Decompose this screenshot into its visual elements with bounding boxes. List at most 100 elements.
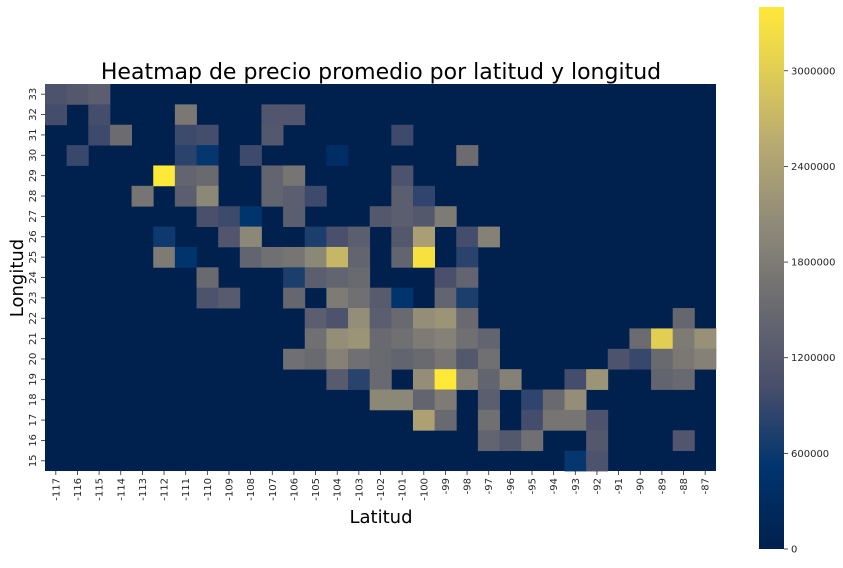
x-tick-label: -108 bbox=[246, 478, 257, 501]
y-tick-label: 27 bbox=[28, 210, 39, 223]
heatmap-cell bbox=[239, 145, 262, 166]
heatmap-cell bbox=[542, 409, 565, 431]
heatmap-cell bbox=[391, 165, 414, 187]
heatmap-cell bbox=[326, 308, 349, 329]
heatmap-cell bbox=[477, 389, 500, 411]
y-tick-label: 16 bbox=[28, 434, 39, 447]
heatmap-cell bbox=[434, 287, 457, 309]
heatmap-cell bbox=[348, 369, 371, 390]
y-tick-label: 26 bbox=[28, 230, 39, 243]
heatmap-cell bbox=[586, 409, 609, 431]
heatmap-cell bbox=[304, 348, 327, 370]
heatmap-cell bbox=[586, 450, 609, 472]
heatmap-cell bbox=[153, 165, 176, 187]
heatmap-cell bbox=[477, 409, 500, 431]
heatmap-cell bbox=[348, 246, 371, 268]
heatmap-cell bbox=[629, 328, 652, 350]
heatmap-background bbox=[45, 84, 716, 471]
heatmap-cell bbox=[348, 226, 371, 248]
heatmap-cell bbox=[261, 124, 284, 146]
heatmap-cell bbox=[542, 389, 565, 411]
heatmap-cell bbox=[412, 389, 436, 411]
y-tick-label: 22 bbox=[28, 312, 39, 325]
heatmap-cell bbox=[66, 145, 89, 166]
heatmap-cell bbox=[369, 348, 392, 370]
heatmap-cell bbox=[456, 246, 479, 268]
y-tick-label: 17 bbox=[28, 414, 39, 427]
heatmap-cell bbox=[239, 246, 262, 268]
x-tick-label: -105 bbox=[311, 478, 322, 501]
x-tick-label: -91 bbox=[614, 478, 625, 494]
heatmap-cell bbox=[45, 104, 68, 126]
heatmap-cell bbox=[477, 226, 500, 248]
y-axis-title: Longitud bbox=[7, 239, 28, 317]
heatmap-cell bbox=[174, 145, 197, 166]
heatmap-cell bbox=[672, 430, 695, 452]
heatmap-cell bbox=[434, 369, 457, 390]
heatmap-cell bbox=[434, 308, 457, 329]
heatmap-cell bbox=[629, 348, 652, 370]
heatmap-cell bbox=[391, 328, 414, 350]
heatmap-cell bbox=[131, 185, 154, 207]
heatmap-cell bbox=[412, 246, 436, 268]
heatmap-cell bbox=[174, 124, 197, 146]
heatmap-cell bbox=[434, 348, 457, 370]
colorbar-tick-label: 3000000 bbox=[791, 66, 836, 77]
y-tick-label: 23 bbox=[28, 292, 39, 305]
x-tick-label: -115 bbox=[95, 478, 106, 501]
heatmap-cell bbox=[283, 206, 306, 227]
heatmap-cell bbox=[564, 369, 587, 390]
heatmap-cell bbox=[326, 287, 349, 309]
heatmap-cell bbox=[88, 84, 111, 105]
y-tick-label: 30 bbox=[28, 149, 39, 162]
heatmap-cell bbox=[456, 226, 479, 248]
heatmap-cell bbox=[196, 165, 219, 187]
x-tick-label: -104 bbox=[333, 478, 344, 501]
heatmap-cell bbox=[304, 226, 327, 248]
y-tick-label: 15 bbox=[28, 454, 39, 467]
heatmap-cell bbox=[434, 328, 457, 350]
colorbar-tick-label: 0 bbox=[791, 545, 797, 556]
x-tick-label: -98 bbox=[463, 478, 474, 494]
colorbar-ticks: 0 600000 1200000 1800000 2400000 3000000 bbox=[784, 66, 836, 556]
heatmap-cell bbox=[304, 308, 327, 329]
heatmap-cell bbox=[499, 430, 522, 452]
heatmap-cell bbox=[456, 267, 479, 289]
heatmap-cell bbox=[196, 267, 219, 289]
heatmap-cell bbox=[499, 369, 522, 390]
heatmap-cell bbox=[45, 84, 68, 105]
heatmap-cell bbox=[66, 84, 89, 105]
heatmap-cell bbox=[304, 185, 327, 207]
heatmap-cell bbox=[434, 409, 457, 431]
y-tick-label: 25 bbox=[28, 251, 39, 264]
heatmap-cell bbox=[391, 389, 414, 411]
y-tick-label: 19 bbox=[28, 373, 39, 386]
colorbar bbox=[759, 7, 784, 549]
heatmap-cell bbox=[261, 185, 284, 207]
heatmap-cell bbox=[564, 389, 587, 411]
heatmap-cell bbox=[326, 145, 349, 166]
heatmap-cell bbox=[218, 206, 241, 227]
heatmap-cell bbox=[456, 369, 479, 390]
x-tick-label: -110 bbox=[203, 478, 214, 501]
heatmap-cell bbox=[283, 165, 306, 187]
heatmap-cell bbox=[391, 308, 414, 329]
heatmap-cell bbox=[477, 328, 500, 350]
heatmap-cell bbox=[109, 124, 132, 146]
heatmap-cell bbox=[434, 267, 457, 289]
heatmap-cell bbox=[456, 308, 479, 329]
x-tick-label: -102 bbox=[376, 478, 387, 501]
heatmap-cell bbox=[651, 348, 674, 370]
x-tick-label: -100 bbox=[419, 478, 430, 501]
chart-title: Heatmap de precio promedio por latitud y… bbox=[101, 60, 661, 85]
heatmap-cell bbox=[348, 308, 371, 329]
heatmap-cell bbox=[261, 246, 284, 268]
heatmap-cell bbox=[326, 267, 349, 289]
heatmap-cell bbox=[196, 145, 219, 166]
heatmap-cell bbox=[283, 267, 306, 289]
heatmap-cell bbox=[477, 348, 500, 370]
x-tick-label: -88 bbox=[679, 478, 690, 494]
heatmap-cell bbox=[239, 206, 262, 227]
heatmap-cell bbox=[174, 185, 197, 207]
x-tick-label: -103 bbox=[354, 478, 365, 501]
